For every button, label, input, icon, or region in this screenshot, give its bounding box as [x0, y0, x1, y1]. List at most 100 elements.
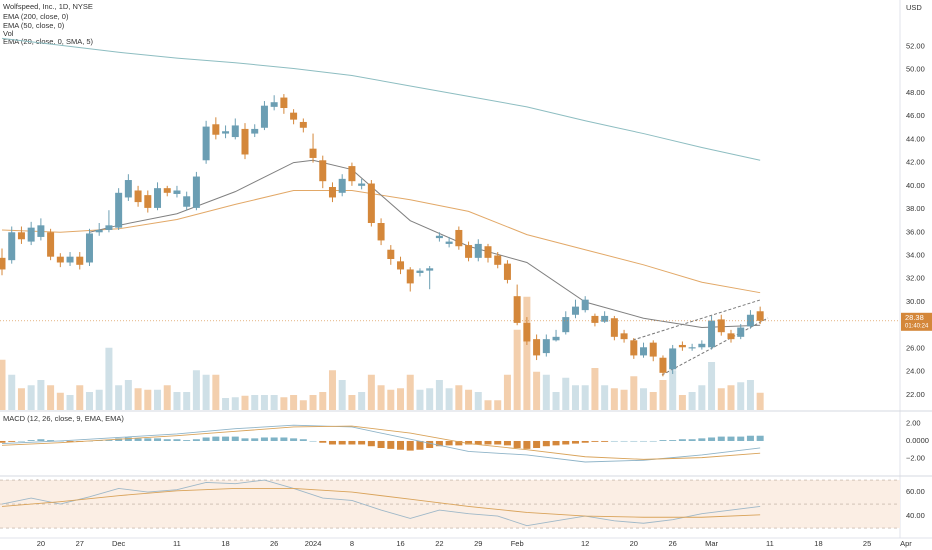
- volume-bar: [455, 385, 463, 410]
- volume-bar: [630, 376, 638, 410]
- histogram-bar: [338, 440, 346, 445]
- volume-bar: [309, 395, 317, 410]
- x-tick-label: Feb: [511, 539, 524, 548]
- volume-bar: [669, 370, 677, 410]
- volume-bar: [678, 395, 686, 410]
- candle-body: [387, 249, 395, 260]
- x-tick-label: 25: [863, 539, 871, 548]
- volume-bar: [202, 374, 210, 410]
- candle-body: [251, 128, 259, 134]
- candle-body: [290, 112, 298, 120]
- histogram-bar: [688, 439, 696, 441]
- histogram-bar: [669, 440, 677, 441]
- volume-bar: [56, 392, 64, 410]
- volume-bar: [47, 385, 55, 410]
- histogram-bar: [406, 440, 414, 451]
- candle-body: [105, 225, 113, 230]
- histogram-bar: [426, 440, 434, 448]
- histogram-bar: [435, 440, 443, 447]
- candle-body: [610, 318, 618, 337]
- x-tick-label: 20: [37, 539, 45, 548]
- candle-body: [192, 176, 200, 208]
- volume-bar: [610, 388, 618, 410]
- candle-body: [95, 229, 103, 233]
- candle-body: [37, 225, 45, 237]
- candle-body: [27, 227, 35, 242]
- volume-bar: [698, 385, 706, 410]
- histogram-bar: [465, 440, 473, 445]
- histogram-bar: [124, 437, 132, 441]
- candle-body: [727, 333, 735, 340]
- trendline: [632, 299, 761, 341]
- y-tick-label: 30.00: [906, 297, 925, 306]
- y-tick-label: −2.00: [906, 453, 925, 462]
- histogram-bar: [173, 439, 181, 441]
- candle-body: [756, 311, 764, 321]
- volume-bar: [183, 392, 191, 410]
- candle-body: [542, 339, 550, 354]
- histogram-bar: [192, 439, 200, 441]
- volume-bar: [571, 385, 579, 410]
- y-tick-label: 26.00: [906, 343, 925, 352]
- candle-body: [66, 256, 74, 263]
- candle-body: [338, 178, 346, 193]
- price-label: 28.38: [905, 313, 924, 322]
- histogram-bar: [494, 440, 502, 445]
- histogram-bar: [640, 440, 648, 442]
- volume-bar: [659, 380, 667, 410]
- y-tick-label: 52.00: [906, 41, 925, 50]
- volume-bar: [134, 388, 142, 410]
- histogram-bar: [134, 438, 142, 441]
- x-tick-label: Mar: [705, 539, 718, 548]
- x-tick-label: 16: [396, 539, 404, 548]
- candle-body: [328, 186, 336, 198]
- histogram-bar: [241, 438, 249, 441]
- legend-entry: EMA (50, close, 0): [3, 21, 65, 30]
- volume-bar: [620, 389, 628, 410]
- histogram-bar: [66, 440, 74, 442]
- volume-bar: [328, 370, 336, 410]
- y-tick-label: 44.00: [906, 134, 925, 143]
- candle-body: [455, 229, 463, 247]
- histogram-bar: [474, 440, 482, 445]
- volume-bar: [241, 395, 249, 410]
- histogram-bar: [163, 439, 171, 441]
- chart-title: Wolfspeed, Inc., 1D, NYSE: [3, 2, 93, 11]
- histogram-bar: [154, 438, 162, 441]
- x-tick-label: 18: [814, 539, 822, 548]
- volume-bar: [640, 388, 648, 410]
- candle-body: [241, 128, 249, 155]
- candle-body: [173, 190, 181, 194]
- volume-bar: [377, 385, 385, 410]
- price-label-box: [901, 312, 932, 331]
- candle-body: [678, 344, 686, 348]
- y-tick-label: 0.0000: [906, 436, 929, 445]
- candle-body: [484, 246, 492, 258]
- volume-bar: [27, 385, 35, 410]
- histogram-bar: [542, 440, 550, 447]
- legend-entry: EMA (20, close, 0, SMA, 5): [3, 37, 94, 46]
- volume-bar: [144, 389, 152, 410]
- volume-bar: [688, 392, 696, 410]
- histogram-bar: [0, 440, 6, 443]
- volume-bar: [85, 392, 93, 410]
- histogram-bar: [610, 440, 618, 442]
- y-tick-label: 32.00: [906, 274, 925, 283]
- y-tick-label: 36.00: [906, 227, 925, 236]
- histogram-bar: [620, 440, 628, 442]
- candle-body: [163, 188, 171, 193]
- candle-body: [319, 160, 327, 182]
- candle-body: [416, 270, 424, 273]
- candle-body: [115, 192, 123, 228]
- candle-body: [717, 319, 725, 333]
- histogram-bar: [503, 440, 511, 446]
- candle-body: [571, 306, 579, 315]
- histogram-bar: [659, 440, 667, 441]
- candle-body: [202, 126, 210, 161]
- y-tick-label: 38.00: [906, 204, 925, 213]
- candle-body: [445, 241, 453, 244]
- candle-body: [348, 166, 356, 182]
- candle-body: [649, 342, 657, 357]
- volume-bar: [494, 400, 502, 410]
